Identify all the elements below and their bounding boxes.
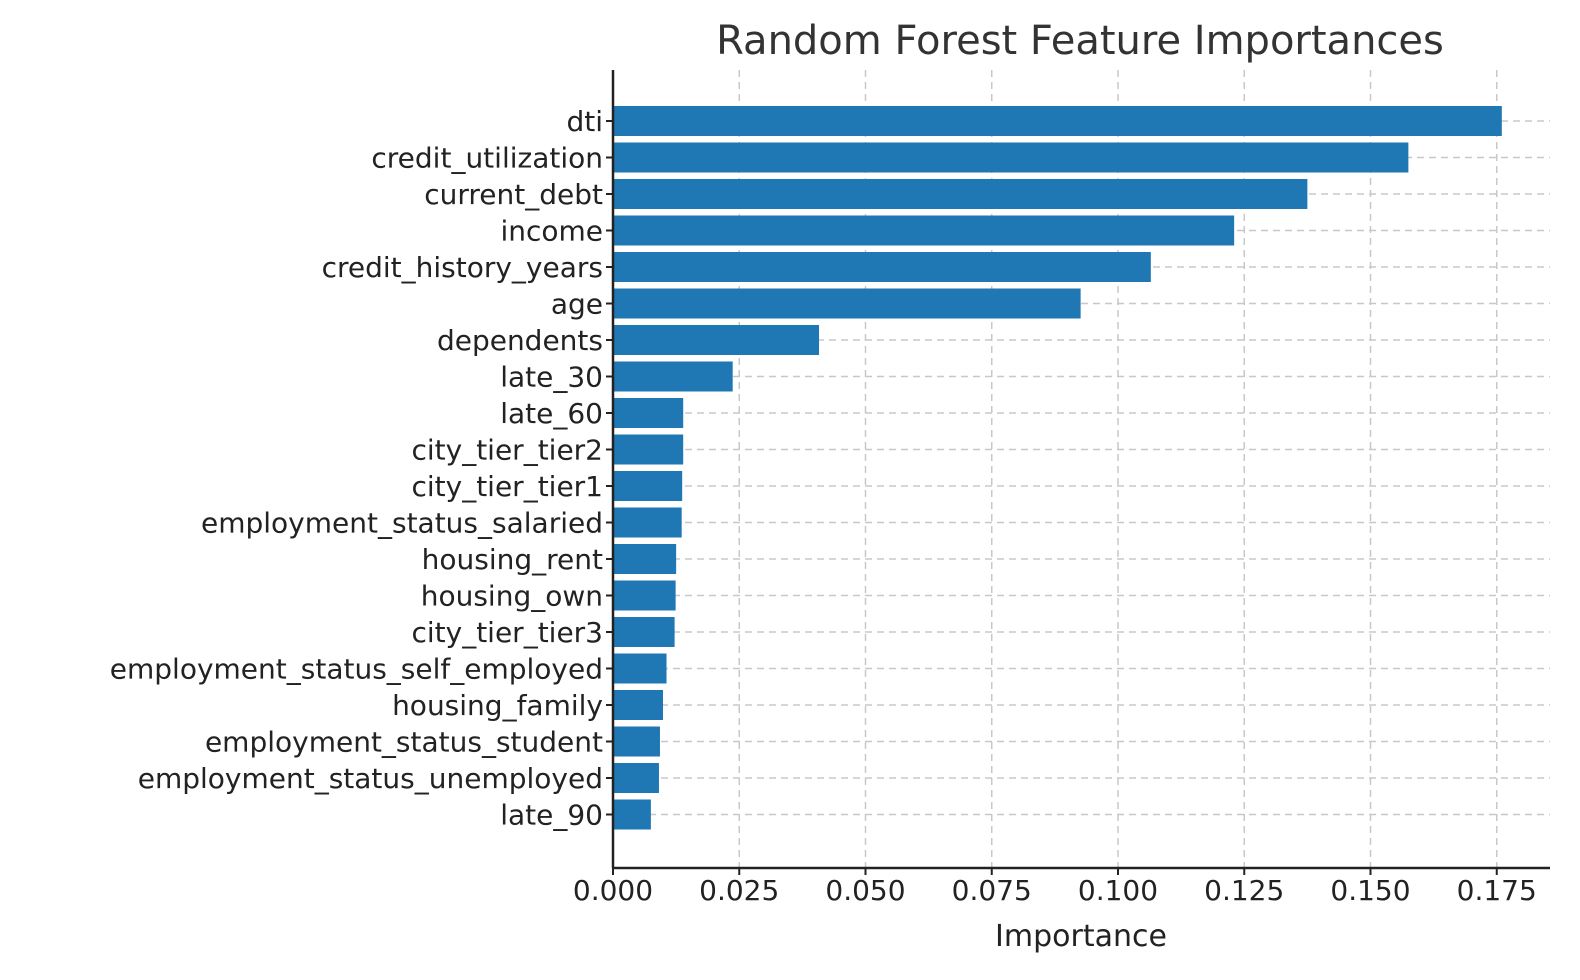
category-label: age: [551, 288, 603, 321]
category-label: employment_status_salaried: [201, 507, 603, 540]
category-label: late_60: [500, 397, 603, 430]
category-label: employment_status_unemployed: [138, 762, 603, 795]
x-axis-title: Importance: [995, 919, 1167, 954]
x-tick-label: 0.075: [952, 874, 1032, 907]
category-label: city_tier_tier3: [411, 616, 603, 649]
category-label: credit_utilization: [371, 142, 603, 175]
bar-late_60: [613, 398, 684, 428]
category-label: credit_history_years: [322, 251, 603, 284]
category-label: employment_status_student: [205, 726, 603, 759]
category-label: housing_own: [421, 580, 603, 613]
bar-employment_status_self_employed: [613, 653, 667, 684]
bar-housing_rent: [613, 544, 677, 574]
category-label: dependents: [437, 324, 603, 357]
bar-city_tier_tier1: [613, 471, 683, 501]
category-label: employment_status_self_employed: [110, 653, 603, 686]
bar-dependents: [613, 325, 820, 355]
category-labels: dticredit_utilizationcurrent_debtincomec…: [110, 105, 613, 832]
x-tick-label: 0.000: [573, 874, 653, 907]
bar-employment_status_salaried: [613, 507, 682, 538]
category-label: city_tier_tier2: [411, 434, 603, 467]
category-label: current_debt: [424, 178, 603, 211]
chart-title: Random Forest Feature Importances: [716, 18, 1444, 64]
category-label: late_90: [500, 799, 603, 832]
bar-city_tier_tier3: [613, 617, 675, 647]
x-ticks: 0.000 0.025 0.050 0.075 0.100 0.125 0.150 0.175: [573, 868, 1537, 907]
bar-city_tier_tier2: [613, 434, 684, 465]
bar-dti: [613, 106, 1502, 136]
bar-housing_own: [613, 580, 676, 611]
bar-employment_status_unemployed: [613, 763, 659, 793]
x-tick-label: 0.100: [1078, 874, 1158, 907]
x-tick-label: 0.050: [825, 874, 905, 907]
category-label: dti: [566, 105, 603, 138]
bar-late_90: [613, 799, 651, 830]
bar-credit_utilization: [613, 142, 1409, 173]
bar-employment_status_student: [613, 726, 660, 757]
bar-income: [613, 215, 1235, 246]
bar-age: [613, 288, 1081, 319]
bar-credit_history_years: [613, 252, 1151, 282]
category-label: housing_family: [392, 689, 603, 722]
category-label: housing_rent: [422, 543, 603, 576]
bar-late_30: [613, 361, 733, 392]
category-label: income: [500, 215, 603, 248]
category-label: city_tier_tier1: [411, 470, 603, 503]
category-label: late_30: [500, 361, 603, 394]
x-tick-label: 0.125: [1204, 874, 1284, 907]
bar-housing_family: [613, 690, 663, 720]
x-tick-label: 0.025: [699, 874, 779, 907]
x-tick-label: 0.150: [1330, 874, 1410, 907]
bar-current_debt: [613, 179, 1308, 209]
x-tick-label: 0.175: [1457, 874, 1537, 907]
bars: [613, 106, 1502, 830]
